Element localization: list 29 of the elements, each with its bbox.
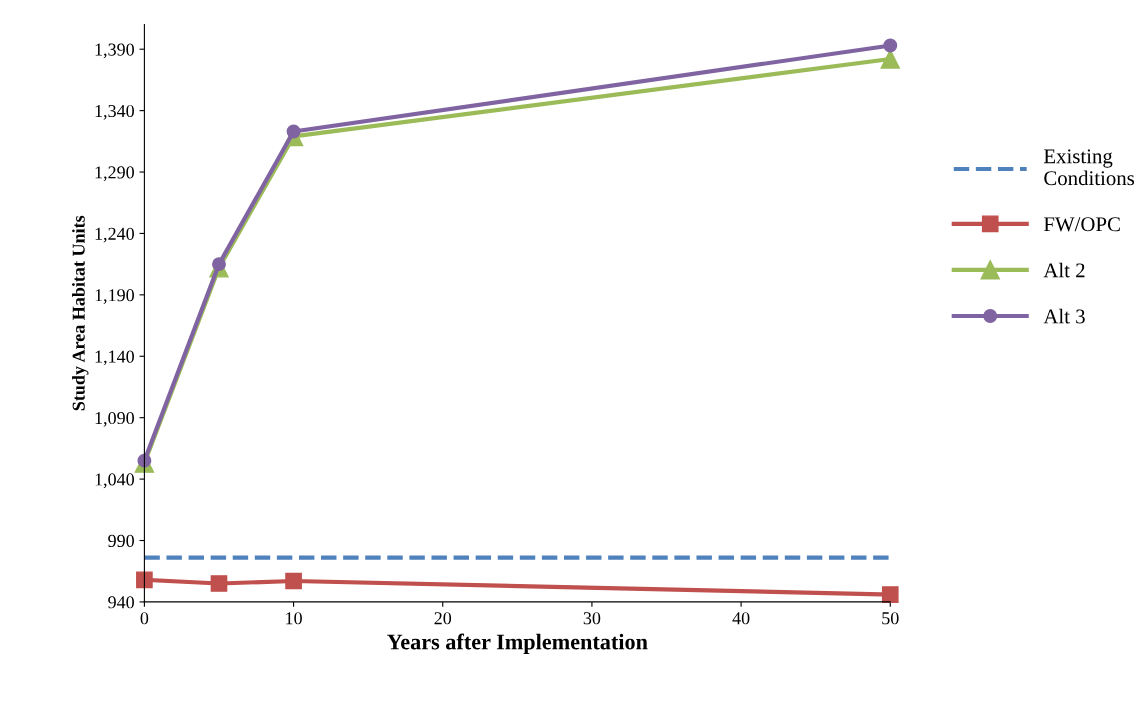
x-tick-label: 20 (434, 612, 452, 625)
x-axis-title: Years after Implementation (387, 633, 648, 654)
x-tick-label: 30 (583, 612, 601, 625)
y-axis-title: Study Area Habitat Units (72, 215, 89, 411)
y-tick-label: 1,240 (95, 227, 134, 243)
y-tick-label: 940 (108, 596, 134, 609)
y-tick-label: 990 (108, 534, 134, 547)
x-tick-label: 40 (732, 612, 750, 625)
legend-label: Alt 2 (1043, 262, 1085, 278)
y-tick-label: 1,040 (95, 473, 134, 489)
y-tick-label: 1,290 (95, 166, 134, 182)
y-tick-label: 1,140 (95, 350, 134, 366)
y-tick-label: 1,340 (95, 104, 134, 120)
point (210, 575, 228, 592)
point (285, 572, 302, 590)
legend-label: Existing Conditions (1043, 149, 1135, 186)
point (880, 49, 900, 69)
x-tick-label: 0 (140, 612, 149, 625)
y-tick-label: 1,390 (95, 43, 134, 59)
point (881, 586, 899, 603)
y-tick-label: 1,190 (95, 289, 134, 304)
point (136, 571, 153, 589)
x-tick-label: 50 (882, 612, 899, 625)
x-tick-label: 10 (286, 612, 302, 625)
y-tick-label: 1,090 (95, 411, 134, 427)
legend-label: FW/OPC (1043, 217, 1120, 232)
legend-label: Alt 3 (1043, 308, 1085, 324)
point (286, 124, 301, 139)
point (883, 38, 898, 53)
